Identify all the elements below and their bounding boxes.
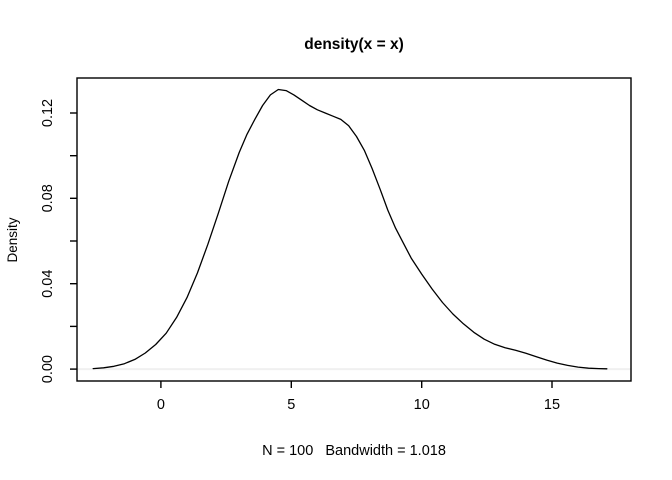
x-tick-label: 5 bbox=[287, 397, 295, 413]
x-axis-ticks: 0 5 10 15 bbox=[157, 381, 560, 413]
plot-box-group bbox=[76, 77, 632, 382]
x-tick-label: 0 bbox=[157, 397, 165, 413]
x-axis-label: N = 100 Bandwidth = 1.018 bbox=[262, 443, 446, 459]
y-axis-label: Density bbox=[5, 217, 20, 262]
plot-title: density(x = x) bbox=[304, 36, 404, 53]
density-curve-group bbox=[92, 88, 608, 370]
y-axis-ticks: 0.00 0.04 0.08 0.12 bbox=[40, 99, 77, 383]
x-tick-label: 15 bbox=[544, 397, 560, 413]
y-tick-label: 0.12 bbox=[40, 99, 56, 127]
y-tick-label: 0.08 bbox=[40, 184, 56, 212]
y-tick-label: 0.00 bbox=[40, 355, 56, 383]
y-tick-label: 0.04 bbox=[40, 270, 56, 298]
plot-box bbox=[76, 77, 632, 382]
density-curve bbox=[92, 88, 608, 370]
x-tick-label: 10 bbox=[414, 397, 430, 413]
